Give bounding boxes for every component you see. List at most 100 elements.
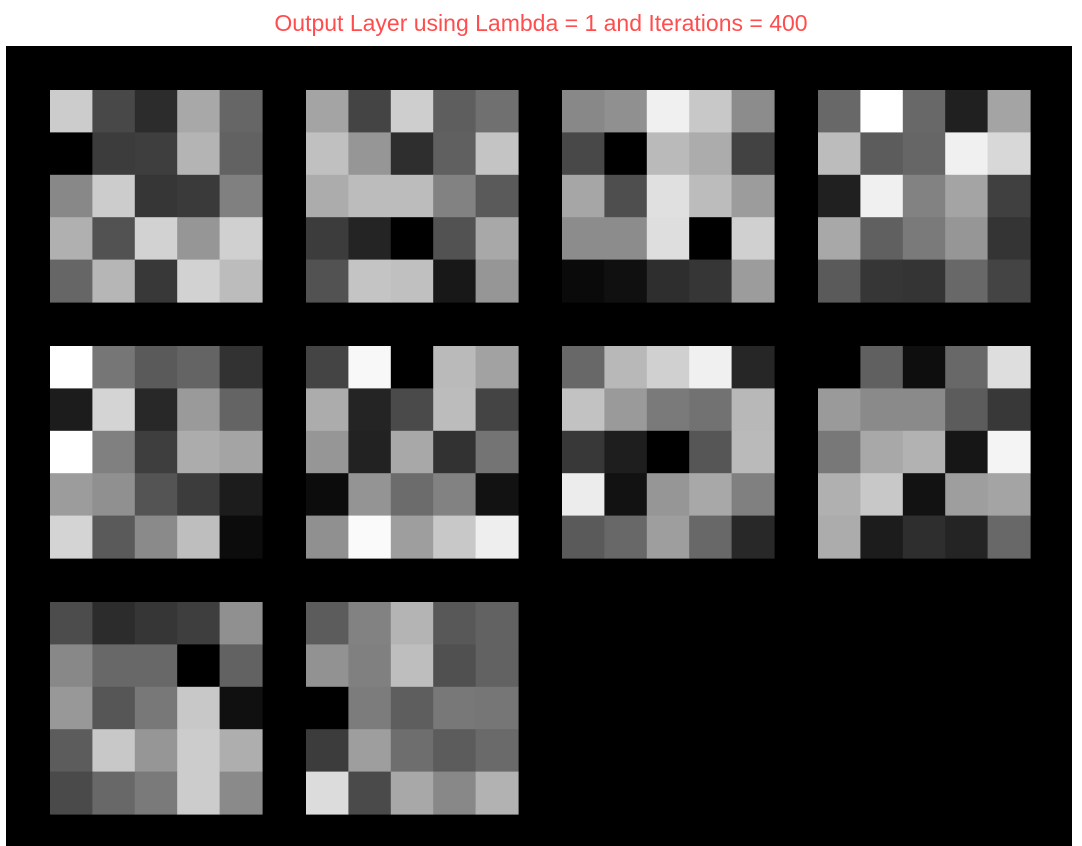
heatmap-cell [348, 259, 392, 303]
heatmap-cell [219, 686, 263, 730]
heatmap-cell [433, 771, 477, 815]
heatmap-cell [604, 515, 648, 559]
heatmap-cell [945, 430, 989, 474]
heatmap-cell [433, 132, 477, 176]
heatmap-cell [433, 346, 477, 389]
heatmap-cell [731, 430, 775, 474]
heatmap-cell [731, 132, 775, 176]
heatmap-cell [818, 515, 861, 559]
heatmap-cell [902, 388, 946, 432]
heatmap-cell [348, 644, 392, 688]
heatmap-cell [219, 217, 263, 261]
heatmap-cell [689, 174, 733, 218]
heatmap-cell [177, 90, 221, 133]
heatmap-cell [50, 602, 93, 645]
heatmap-cell [50, 430, 93, 474]
heatmap-cell [818, 90, 861, 133]
heatmap-cell [50, 388, 93, 432]
heatmap-panels [50, 90, 1031, 815]
heatmap-cell [306, 729, 349, 773]
heatmap-cell [604, 217, 648, 261]
heatmap-cell [433, 388, 477, 432]
heatmap-cell [134, 388, 178, 432]
heatmap-cell [987, 430, 1031, 474]
heatmap-cell [390, 644, 434, 688]
heatmap-cell [689, 388, 733, 432]
heatmap-cell [348, 515, 392, 559]
heatmap-cell [92, 515, 136, 559]
heatmap-cell [731, 515, 775, 559]
heatmap-cell [306, 259, 349, 303]
heatmap-cell [902, 217, 946, 261]
heatmap-cell [945, 217, 989, 261]
heatmap-cell [689, 217, 733, 261]
heatmap-cell [348, 473, 392, 517]
heatmap-cell [219, 473, 263, 517]
heatmap-cell [50, 771, 93, 815]
heatmap-cell [860, 388, 904, 432]
heatmap-cell [177, 729, 221, 773]
heatmap-cell [818, 217, 861, 261]
heatmap-cell [92, 644, 136, 688]
heatmap-cell [390, 686, 434, 730]
heatmap-cell [433, 686, 477, 730]
heatmap-panel-9 [50, 602, 263, 815]
heatmap-cell [92, 473, 136, 517]
heatmap-cell [92, 388, 136, 432]
heatmap-cell [987, 388, 1031, 432]
heatmap-cell [92, 90, 136, 133]
heatmap-cell [562, 217, 605, 261]
heatmap-cell [945, 174, 989, 218]
heatmap-cell [134, 686, 178, 730]
heatmap-cell [860, 515, 904, 559]
heatmap-cell [92, 430, 136, 474]
heatmap-panel-2 [306, 90, 519, 303]
heatmap-cell [348, 132, 392, 176]
heatmap-grid-figure [6, 46, 1072, 846]
heatmap-cell [219, 346, 263, 389]
heatmap-cell [689, 132, 733, 176]
heatmap-cell [134, 473, 178, 517]
heatmap-cell [348, 346, 392, 389]
heatmap-cell [433, 729, 477, 773]
heatmap-cell [689, 473, 733, 517]
heatmap-cell [860, 132, 904, 176]
heatmap-cell [50, 346, 93, 389]
heatmap-cell [562, 174, 605, 218]
heatmap-cell [219, 90, 263, 133]
heatmap-cell [177, 602, 221, 645]
heatmap-cell [306, 217, 349, 261]
heatmap-cell [306, 90, 349, 133]
heatmap-cell [177, 346, 221, 389]
heatmap-cell [646, 174, 690, 218]
heatmap-cell [306, 388, 349, 432]
heatmap-cell [945, 346, 989, 389]
heatmap-cell [92, 771, 136, 815]
heatmap-cell [689, 346, 733, 389]
heatmap-cell [475, 644, 519, 688]
heatmap-cell [475, 430, 519, 474]
heatmap-cell [562, 90, 605, 133]
heatmap-cell [475, 132, 519, 176]
heatmap-cell [987, 515, 1031, 559]
heatmap-cell [731, 259, 775, 303]
heatmap-cell [306, 771, 349, 815]
heatmap-cell [390, 515, 434, 559]
heatmap-cell [306, 174, 349, 218]
heatmap-cell [818, 174, 861, 218]
heatmap-cell [604, 346, 648, 389]
heatmap-cell [390, 771, 434, 815]
heatmap-cell [390, 602, 434, 645]
heatmap-cell [177, 430, 221, 474]
heatmap-cell [475, 217, 519, 261]
heatmap-cell [433, 174, 477, 218]
heatmap-cell [433, 430, 477, 474]
heatmap-cell [433, 644, 477, 688]
heatmap-cell [348, 90, 392, 133]
heatmap-cell [646, 388, 690, 432]
heatmap-cell [646, 217, 690, 261]
heatmap-cell [987, 473, 1031, 517]
heatmap-cell [50, 473, 93, 517]
heatmap-cell [134, 729, 178, 773]
heatmap-cell [219, 259, 263, 303]
